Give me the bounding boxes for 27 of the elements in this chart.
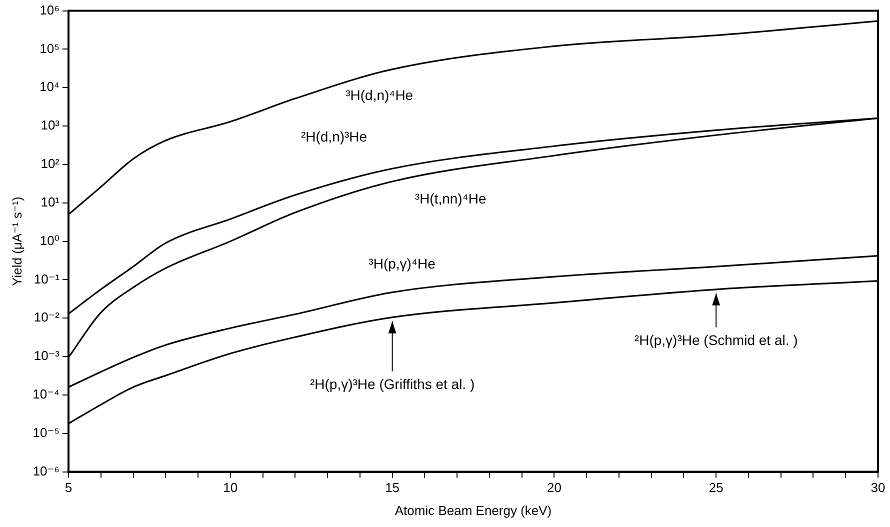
x-axis-title: Atomic Beam Energy (keV)	[394, 502, 552, 518]
x-tick-label: 10	[223, 480, 238, 496]
y-tick-label: 10⁰	[40, 232, 60, 248]
y-tick-label: 10⁻³	[34, 348, 60, 364]
series-label: ³H(t,nn)⁴He	[414, 190, 486, 207]
y-tick-label: 10⁵	[40, 40, 60, 56]
x-tick-label: 30	[870, 480, 886, 496]
y-tick-label: 10⁻⁶	[32, 463, 60, 478]
annotation: ²H(p,γ)³He (Griffiths et al. )	[310, 376, 475, 392]
y-tick-label: 10⁻¹	[34, 271, 60, 286]
x-tick-label: 5	[64, 480, 72, 496]
y-tick-label: 10⁻²	[34, 310, 60, 325]
y-tick-label: 10⁻⁴	[32, 386, 60, 402]
series-label: ³H(p,γ)⁴He	[368, 255, 436, 272]
x-tick-label: 20	[546, 480, 562, 496]
y-tick-label: 10¹	[40, 194, 60, 210]
y-tick-label: 10⁴	[39, 79, 60, 94]
text: ²H(d,n)³He	[300, 128, 368, 144]
y-tick-label: 10³	[40, 118, 60, 133]
series-label: ³H(d,n)⁴He	[346, 87, 414, 104]
y-tick-label: 10⁻⁵	[32, 424, 60, 440]
y-axis-title: Yield (μA⁻¹ s⁻¹)	[9, 196, 24, 286]
y-tick-label: 10²	[40, 156, 60, 172]
annotation: ²H(p,γ)³He (Schmid et al. )	[634, 332, 798, 348]
x-tick-label: 25	[708, 480, 724, 496]
x-tick-label: 15	[385, 480, 400, 496]
y-tick-label: 10⁶	[40, 2, 60, 18]
